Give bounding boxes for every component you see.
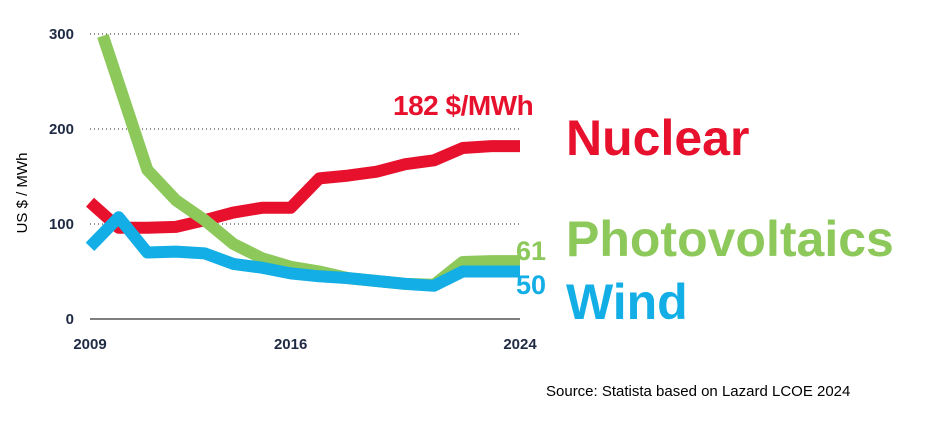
nuclear-end-label: 182 $/MWh	[393, 90, 533, 121]
x-tick-2016: 2016	[274, 336, 307, 353]
photovoltaics-series-name: Photovoltaics	[566, 211, 894, 267]
y-tick-0: 0	[66, 311, 74, 328]
nuclear-line	[86, 140, 520, 234]
x-tick-labels: 2009 2016 2024	[73, 336, 537, 353]
source-note: Source: Statista based on Lazard LCOE 20…	[546, 383, 850, 400]
wind-end-label: 50	[516, 270, 546, 300]
y-tick-300: 300	[49, 26, 74, 43]
y-axis-label: US $ / MWh	[14, 153, 31, 234]
x-tick-2009: 2009	[73, 336, 106, 353]
wind-series-name: Wind	[566, 274, 688, 330]
wind-line	[85, 211, 520, 292]
y-tick-100: 100	[49, 216, 74, 233]
y-tick-labels: 0 100 200 300	[49, 26, 74, 328]
photovoltaics-end-label: 61	[516, 236, 546, 266]
x-tick-2024: 2024	[503, 336, 537, 353]
nuclear-series-name: Nuclear	[566, 110, 749, 166]
y-tick-200: 200	[49, 121, 74, 138]
series-lines	[85, 34, 520, 292]
